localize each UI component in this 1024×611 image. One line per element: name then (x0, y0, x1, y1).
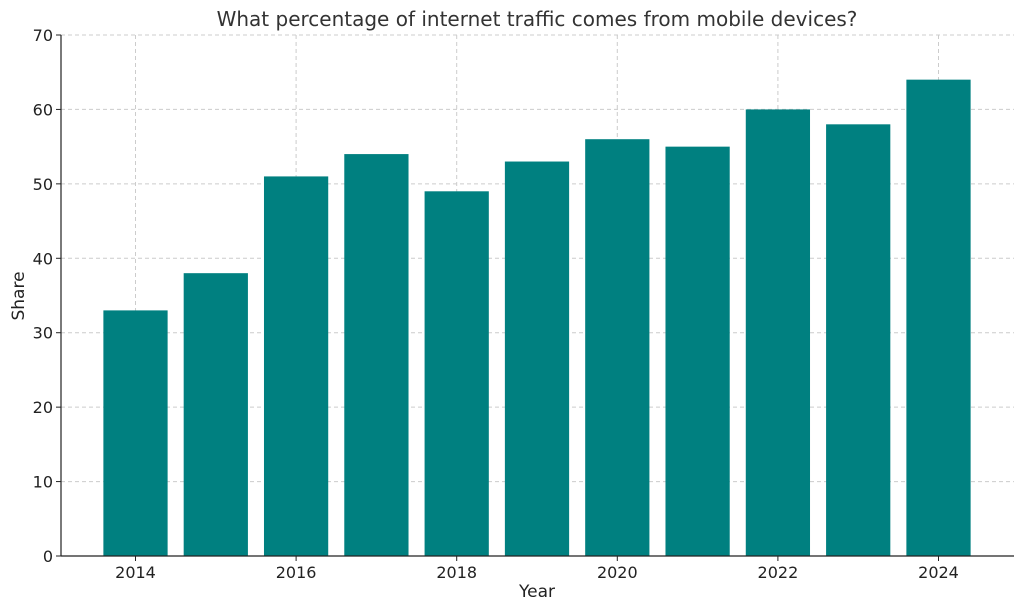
x-tick-label: 2024 (918, 563, 959, 582)
y-tick-label: 10 (33, 473, 53, 492)
y-tick-label: 50 (33, 175, 53, 194)
chart-title: What percentage of internet traffic come… (217, 7, 858, 31)
bar-2023 (826, 124, 891, 557)
y-tick-label: 30 (33, 324, 53, 343)
bar-2022 (745, 109, 811, 556)
x-tick-label: 2022 (758, 563, 799, 582)
bar-2018 (424, 191, 489, 557)
x-tick-label: 2016 (276, 563, 317, 582)
y-tick-label: 70 (33, 26, 53, 45)
bar-2017 (344, 154, 409, 557)
x-ticks: 2014 2016 2018 2020 2022 2024 (115, 556, 959, 582)
bar-2020 (585, 139, 650, 556)
y-tick-label: 40 (33, 249, 53, 268)
bar-2016 (263, 176, 329, 556)
y-tick-label: 20 (33, 398, 53, 417)
y-tick-label: 0 (43, 547, 53, 566)
bar-2014 (103, 310, 168, 556)
x-axis-label: Year (518, 582, 555, 602)
bar-2015 (183, 273, 248, 556)
x-tick-label: 2018 (436, 563, 477, 582)
x-tick-label: 2020 (597, 563, 638, 582)
bar-2019 (504, 161, 570, 556)
y-ticks: 0 10 20 30 40 50 60 70 (33, 26, 61, 566)
x-tick-label: 2014 (115, 563, 156, 582)
y-axis-label: Share (9, 271, 29, 320)
bar-2021 (665, 146, 730, 556)
bars (103, 79, 971, 557)
y-tick-label: 60 (33, 100, 53, 119)
axes (60, 35, 1014, 557)
bar-2024 (906, 79, 971, 557)
